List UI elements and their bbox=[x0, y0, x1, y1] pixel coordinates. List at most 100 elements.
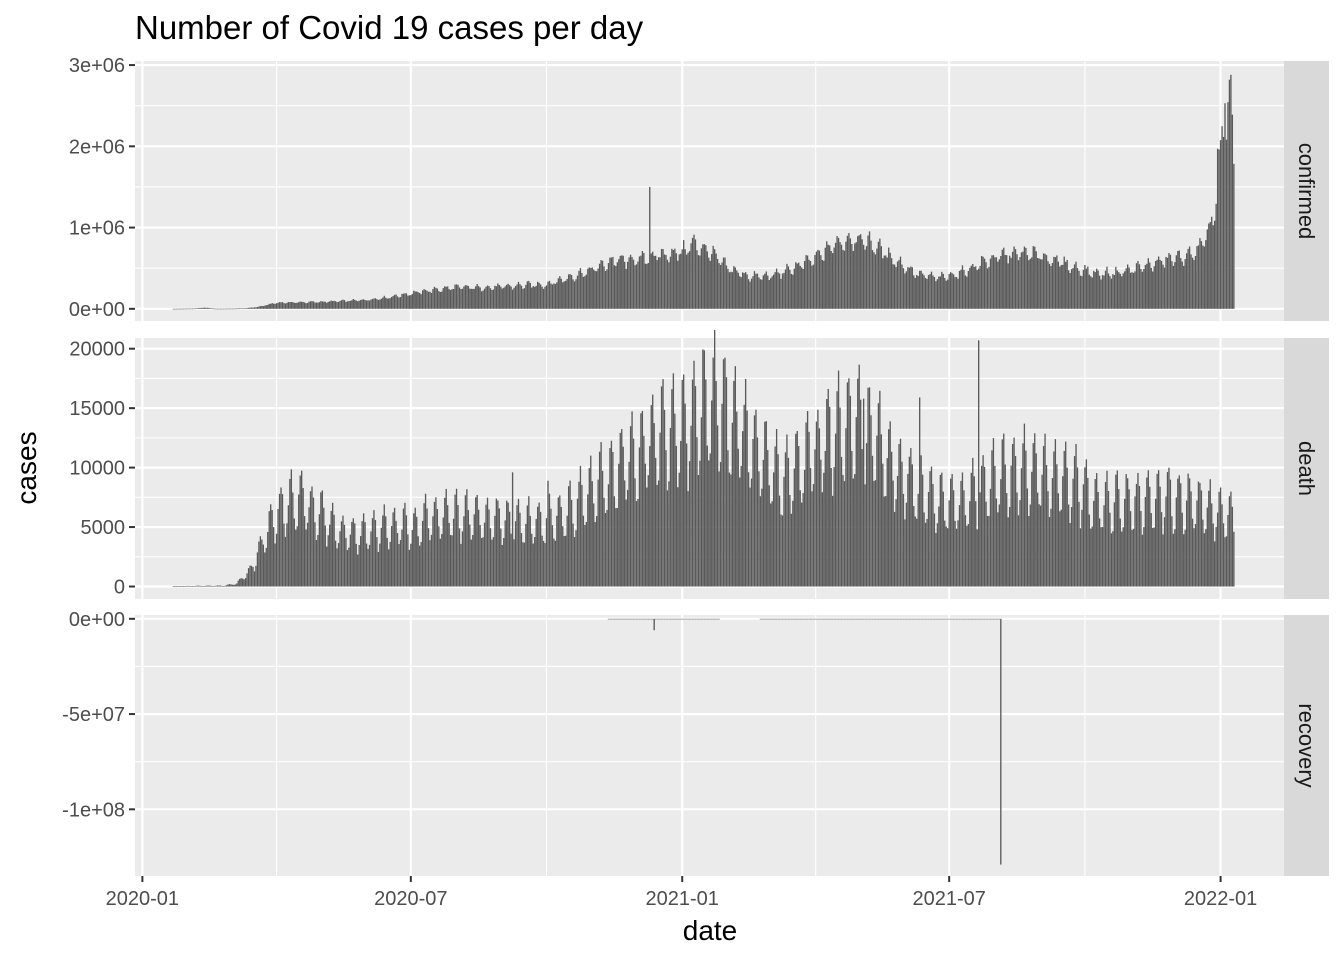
bar bbox=[228, 308, 231, 310]
bar bbox=[821, 259, 823, 309]
bar bbox=[882, 463, 884, 587]
bar bbox=[317, 302, 319, 309]
bars-recovery bbox=[607, 618, 1002, 865]
bar bbox=[777, 618, 779, 620]
bar bbox=[830, 467, 832, 587]
bar bbox=[958, 505, 961, 587]
bar bbox=[292, 302, 294, 309]
bar bbox=[846, 235, 849, 309]
bar bbox=[612, 451, 614, 587]
bar bbox=[747, 279, 750, 309]
bar bbox=[563, 281, 565, 309]
bar bbox=[780, 618, 782, 620]
bar bbox=[941, 618, 943, 620]
bar bbox=[809, 467, 812, 587]
bar bbox=[414, 507, 416, 587]
bar bbox=[656, 618, 658, 620]
bar bbox=[774, 618, 776, 620]
bar bbox=[939, 474, 941, 587]
bar bbox=[890, 258, 893, 309]
bar bbox=[1087, 266, 1089, 309]
bar bbox=[681, 379, 683, 587]
bar bbox=[360, 300, 362, 309]
bar bbox=[823, 472, 825, 587]
bar bbox=[966, 618, 968, 620]
bar bbox=[1224, 103, 1226, 309]
bar bbox=[528, 280, 530, 309]
bar bbox=[889, 421, 891, 587]
bar bbox=[1147, 258, 1149, 309]
bar bbox=[1070, 269, 1073, 309]
bar bbox=[657, 480, 660, 587]
bar bbox=[640, 618, 642, 620]
bars-confirmed bbox=[172, 74, 1235, 310]
bar bbox=[774, 446, 776, 587]
bar bbox=[677, 260, 679, 309]
bar bbox=[933, 618, 936, 620]
bar bbox=[860, 399, 862, 587]
bar bbox=[513, 287, 515, 309]
bar bbox=[908, 618, 911, 620]
bar bbox=[949, 618, 952, 620]
bar bbox=[616, 618, 618, 620]
bar bbox=[365, 543, 368, 587]
bar bbox=[904, 273, 906, 309]
bar bbox=[444, 497, 446, 587]
bar bbox=[1019, 500, 1021, 587]
bar bbox=[1144, 496, 1147, 587]
bar bbox=[582, 276, 585, 309]
bar bbox=[964, 515, 967, 587]
bar bbox=[783, 618, 785, 620]
bar bbox=[758, 277, 760, 309]
bar bbox=[331, 301, 334, 309]
bar bbox=[625, 618, 627, 620]
bar bbox=[716, 618, 719, 620]
bar bbox=[404, 293, 406, 309]
bar bbox=[865, 443, 868, 587]
bar bbox=[334, 540, 337, 587]
bar bbox=[678, 618, 680, 620]
bar bbox=[501, 288, 503, 309]
bar bbox=[845, 428, 847, 587]
bar bbox=[567, 486, 570, 587]
bar bbox=[702, 618, 704, 620]
bar bbox=[771, 276, 773, 309]
bar bbox=[1118, 489, 1120, 587]
bar bbox=[1211, 503, 1213, 587]
bar bbox=[246, 308, 248, 309]
bar bbox=[1016, 492, 1018, 587]
bar bbox=[765, 421, 767, 587]
bar bbox=[719, 462, 722, 587]
bar bbox=[1121, 531, 1123, 587]
bar bbox=[1066, 467, 1068, 587]
bar bbox=[1228, 79, 1231, 309]
bar bbox=[986, 618, 989, 620]
bar bbox=[827, 388, 829, 587]
bar bbox=[1063, 450, 1065, 587]
bar bbox=[921, 273, 924, 309]
bar bbox=[655, 618, 657, 620]
bar bbox=[998, 504, 1000, 587]
bar bbox=[205, 307, 207, 309]
bar bbox=[691, 237, 694, 309]
bar bbox=[473, 288, 475, 309]
bar bbox=[312, 497, 315, 587]
bar bbox=[1125, 268, 1127, 309]
bar bbox=[584, 276, 586, 309]
bar bbox=[261, 539, 263, 587]
bar bbox=[954, 277, 956, 309]
bar bbox=[441, 534, 443, 587]
bar bbox=[311, 301, 313, 309]
bar bbox=[967, 618, 970, 620]
bar bbox=[889, 618, 891, 620]
bar bbox=[270, 504, 272, 587]
bar bbox=[824, 618, 826, 620]
bar bbox=[786, 434, 788, 587]
bar bbox=[899, 618, 902, 620]
bar bbox=[596, 516, 598, 587]
bar bbox=[231, 308, 234, 310]
bar bbox=[727, 268, 729, 309]
bar bbox=[678, 472, 680, 587]
bar bbox=[818, 428, 821, 587]
bar bbox=[637, 499, 639, 587]
